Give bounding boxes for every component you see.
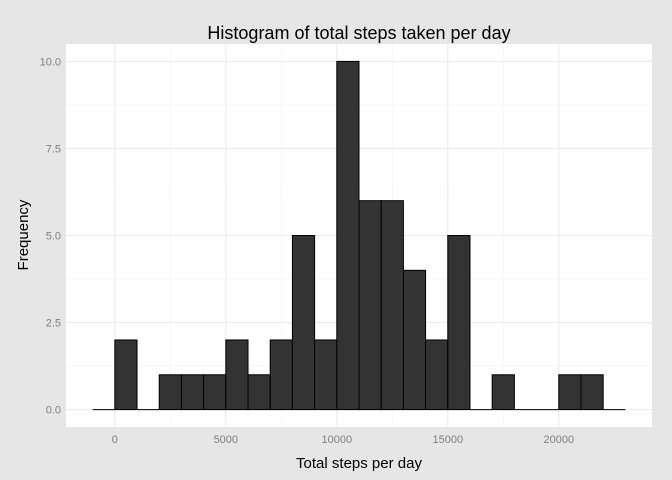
histogram-bar [336, 60, 360, 411]
histogram-bar [158, 374, 182, 411]
x-tick-label: 10000 [322, 434, 353, 446]
y-axis-title: Frequency [15, 199, 32, 270]
histogram-bar [447, 235, 471, 411]
histogram-bars [92, 60, 626, 411]
histogram-bar [225, 339, 249, 411]
histogram-bar [358, 200, 382, 411]
histogram-bar [558, 374, 582, 411]
histogram-bar [291, 235, 316, 411]
x-tick-label: 15000 [432, 434, 463, 446]
y-tick-label: 10.0 [40, 56, 61, 68]
histogram-bar [425, 339, 449, 411]
histogram-bar [314, 339, 338, 411]
chart-title: Histogram of total steps taken per day [207, 23, 510, 43]
x-tick-labels: 0 5000 10000 15000 20000 [112, 434, 574, 446]
y-tick-label: 7.5 [46, 143, 61, 155]
histogram-bar [402, 269, 427, 411]
histogram-bar [180, 374, 205, 411]
histogram-bar [269, 339, 293, 411]
y-tick-label: 5.0 [46, 231, 61, 243]
histogram-bar [203, 374, 227, 411]
histogram-bar [247, 374, 271, 411]
x-tick-label: 20000 [543, 434, 574, 446]
histogram-bar [114, 339, 138, 411]
y-tick-label: 2.5 [46, 318, 61, 330]
y-tick-label: 0.0 [46, 405, 61, 417]
y-tick-labels: 0.0 2.5 5.0 7.5 10.0 [40, 56, 61, 416]
histogram-bar [491, 374, 515, 411]
x-tick-label: 5000 [214, 434, 238, 446]
x-axis-title: Total steps per day [296, 455, 422, 472]
histogram-bar [380, 200, 404, 411]
x-tick-label: 0 [112, 434, 118, 446]
histogram-bar [580, 374, 604, 411]
